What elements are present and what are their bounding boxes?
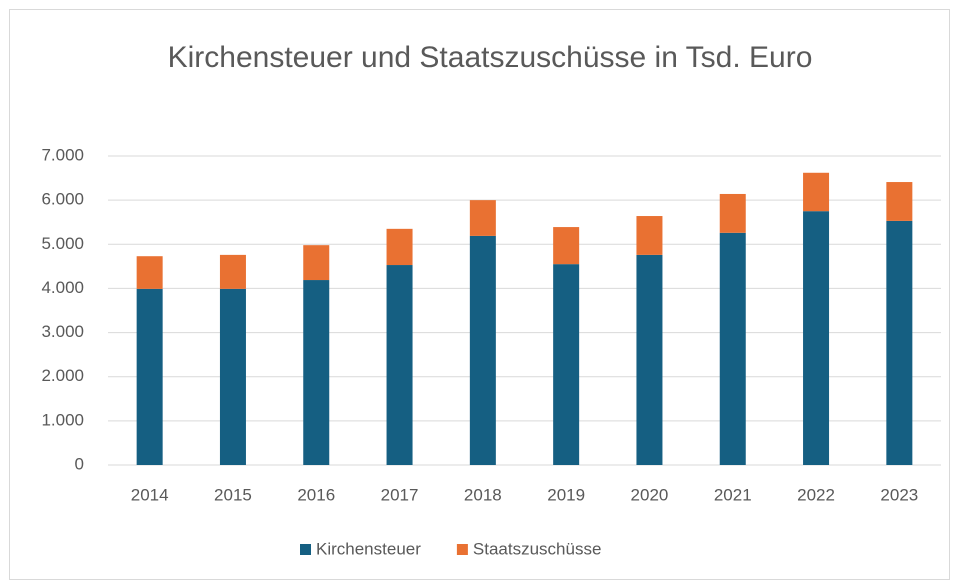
bar-segment	[469, 235, 496, 465]
bar-segment	[136, 256, 163, 289]
bar-segment	[303, 245, 330, 281]
x-tick-label: 2017	[381, 485, 419, 504]
legend-label: Kirchensteuer	[316, 539, 421, 558]
bar-segment	[636, 216, 663, 255]
bar-segment	[386, 265, 413, 465]
x-tick-label: 2020	[631, 485, 669, 504]
y-tick-label: 5.000	[41, 234, 84, 253]
bar-segment	[553, 264, 580, 465]
y-tick-label: 0	[75, 454, 84, 473]
bar-segment	[386, 228, 413, 266]
y-tick-label: 2.000	[41, 366, 84, 385]
legend-swatch	[456, 544, 468, 555]
bar-segment	[636, 254, 663, 465]
y-tick-label: 3.000	[41, 322, 84, 341]
x-tick-label: 2018	[464, 485, 502, 504]
bar-segment	[719, 232, 746, 465]
bar-segment	[803, 172, 830, 212]
bar-segment	[469, 200, 496, 236]
bar-segment	[803, 211, 830, 465]
bar-segment	[719, 193, 746, 233]
y-tick-label: 1.000	[41, 410, 84, 429]
y-tick-label: 4.000	[41, 278, 84, 297]
chart-title: Kirchensteuer und Staatszuschüsse in Tsd…	[167, 41, 813, 74]
x-tick-label: 2015	[214, 485, 252, 504]
bar-segment	[303, 280, 330, 465]
legend-label: Staatszuschüsse	[473, 539, 602, 558]
x-tick-label: 2023	[880, 485, 918, 504]
x-tick-label: 2019	[547, 485, 585, 504]
bar-segment	[553, 227, 580, 265]
x-tick-label: 2022	[797, 485, 835, 504]
bar-segment	[219, 254, 246, 289]
x-tick-label: 2016	[297, 485, 335, 504]
legend-swatch	[300, 544, 311, 555]
y-tick-label: 6.000	[41, 190, 84, 209]
chart-border	[9, 9, 950, 580]
bar-segment	[886, 182, 913, 221]
x-tick-label: 2014	[131, 485, 169, 504]
x-tick-label: 2021	[714, 485, 752, 504]
bar-segment	[219, 288, 246, 465]
bar-segment	[886, 220, 913, 465]
bar-segment	[136, 288, 163, 465]
y-tick-label: 7.000	[41, 145, 84, 164]
